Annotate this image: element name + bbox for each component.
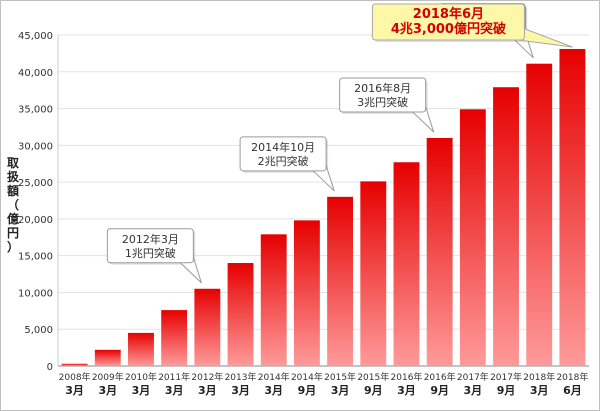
x-tick-year: 2015年 (357, 371, 389, 383)
callout-text: 3兆円突破 (357, 95, 408, 109)
callout-box (239, 136, 327, 172)
y-tick-label: 40,000 (18, 68, 53, 79)
x-tick-month: 3月 (264, 384, 283, 397)
y-tick-label: 35,000 (18, 105, 53, 116)
callout-box (106, 228, 194, 264)
x-tick-year: 2016年 (424, 371, 456, 383)
bar (293, 220, 320, 366)
bar (61, 363, 88, 366)
x-tick-year: 2012年 (191, 371, 223, 383)
bar (493, 87, 519, 367)
x-tick-year: 2013年 (225, 371, 257, 383)
callout-seam (312, 159, 326, 171)
x-tick-year: 2010年 (125, 371, 157, 383)
bar (260, 234, 287, 366)
y-tick-label: 10,000 (18, 288, 53, 299)
x-tick-month: 9月 (364, 384, 383, 397)
callout-seam (412, 100, 426, 112)
x-tick-year: 2014年 (258, 371, 290, 383)
callout-text: 2016年8月 (354, 81, 411, 95)
x-tick-month: 3月 (132, 384, 151, 397)
x-tick-year: 2016年 (391, 371, 423, 383)
callout-text: 2012年3月 (122, 232, 179, 246)
x-tick-year: 2017年 (457, 371, 489, 383)
callout-text: 2018年6月 (413, 6, 484, 22)
bar (426, 137, 453, 366)
y-axis-label: 取扱額（億円） (6, 156, 20, 254)
x-tick-month: 3月 (464, 384, 483, 397)
x-tick-month: 9月 (497, 384, 516, 397)
x-tick-month: 3月 (98, 384, 117, 397)
x-tick-year: 2018年 (523, 371, 555, 383)
y-tick-label: 30,000 (18, 141, 53, 152)
y-tick-label: 25,000 (18, 178, 53, 189)
y-tick-label: 45,000 (18, 31, 53, 42)
x-tick-month: 3月 (331, 384, 350, 397)
x-tick-month: 3月 (530, 384, 549, 397)
x-tick-month: 6月 (563, 384, 582, 397)
x-tick-month: 3月 (65, 384, 84, 397)
y-tick-label: 0 (47, 362, 53, 373)
x-tick-year: 2017年 (490, 371, 522, 383)
bar (393, 162, 420, 366)
x-tick-year: 2014年 (291, 371, 323, 383)
bar (128, 332, 154, 366)
callout-box (371, 3, 525, 41)
x-tick-month: 9月 (298, 384, 317, 397)
bar (161, 310, 188, 366)
callout-seam (179, 250, 193, 263)
bar (559, 48, 586, 366)
x-tick-month: 3月 (198, 384, 217, 397)
x-tick-month: 9月 (430, 384, 449, 397)
bar (194, 288, 221, 366)
callout-text: 4兆3,000億円突破 (391, 21, 506, 37)
callout-text: 2兆円突破 (258, 154, 309, 168)
bar (526, 63, 553, 366)
y-tick-label: 5,000 (24, 325, 53, 336)
bar (459, 109, 486, 367)
x-tick-month: 3月 (397, 384, 416, 397)
y-tick-label: 20,000 (18, 215, 53, 226)
x-tick-year: 2015年 (324, 371, 356, 383)
bar (360, 181, 387, 366)
x-tick-month: 3月 (165, 384, 184, 397)
callout-box (339, 77, 427, 113)
x-tick-month: 3月 (231, 384, 250, 397)
x-tick-year: 2018年 (556, 371, 588, 383)
callout-text: 2014年10月 (251, 140, 315, 154)
bar (227, 263, 254, 366)
callout-text: 1兆円突破 (125, 246, 176, 260)
x-tick-year: 2009年 (92, 371, 124, 383)
bar (327, 196, 354, 366)
x-tick-year: 2008年 (59, 371, 91, 383)
y-tick-label: 15,000 (18, 252, 53, 263)
x-tick-year: 2011年 (158, 371, 190, 383)
bar (94, 349, 121, 366)
callout-seam (510, 28, 525, 40)
